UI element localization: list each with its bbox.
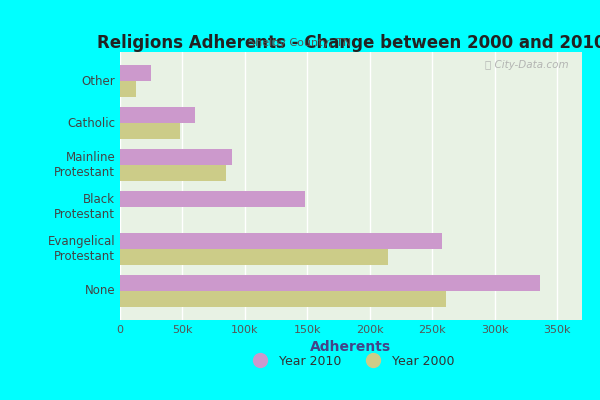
Bar [120, 81, 136, 97]
Title: Religions Adherents - Change between 2000 and 2010: Religions Adherents - Change between 200… [97, 34, 600, 52]
Bar [120, 65, 151, 81]
Legend: Year 2010, Year 2000: Year 2010, Year 2000 [243, 350, 459, 373]
Bar [120, 249, 388, 265]
Bar [120, 291, 446, 306]
Bar [120, 191, 305, 207]
Text: Shelby County, TN: Shelby County, TN [248, 38, 352, 48]
Bar [120, 275, 539, 291]
Bar [120, 149, 232, 165]
Bar [120, 107, 195, 123]
Bar [120, 233, 442, 249]
Text: ⓘ City-Data.com: ⓘ City-Data.com [485, 60, 568, 70]
Bar [120, 123, 180, 139]
Bar [120, 165, 226, 181]
X-axis label: Adherents: Adherents [310, 340, 392, 354]
